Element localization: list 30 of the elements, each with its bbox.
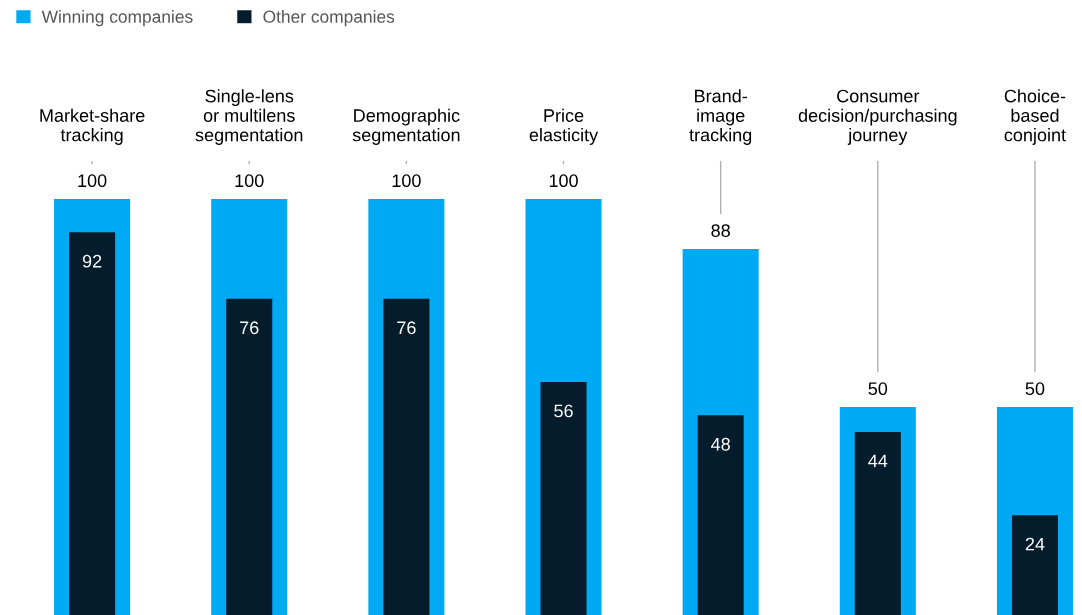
data-label: 88 [711, 224, 730, 238]
x-tick-label: Consumer decision/purchasing journey [798, 89, 957, 145]
data-label: 50 [868, 382, 888, 396]
bar [540, 382, 587, 615]
x-tick-label: Price elasticity [529, 108, 599, 145]
data-label: 100 [549, 174, 578, 188]
bar [69, 232, 116, 615]
data-label: 56 [554, 404, 573, 418]
data-label: 100 [392, 174, 421, 188]
data-label: 50 [1025, 382, 1045, 396]
data-label: 76 [397, 321, 416, 335]
x-tick-label: Market-share tracking [40, 108, 145, 145]
data-label: 100 [78, 174, 107, 188]
bar [854, 431, 901, 615]
data-label: 92 [82, 254, 102, 268]
x-tick-label: Brand- image tracking [689, 89, 752, 145]
x-tick-label: Demographic segmentation [352, 108, 460, 145]
bar [383, 298, 430, 615]
legend-label: Winning companies [41, 10, 193, 27]
data-label: 24 [1025, 537, 1045, 551]
bar [697, 415, 744, 615]
x-tick-label: Single-lens or multilens segmentation [195, 89, 303, 145]
data-label: 44 [868, 454, 888, 468]
x-tick-label: Choice- based conjoint [1004, 89, 1066, 145]
data-label: 100 [235, 174, 264, 188]
data-label: 76 [240, 321, 259, 335]
legend-label: Other companies [263, 10, 395, 27]
bar [226, 298, 273, 615]
data-label: 48 [711, 437, 730, 451]
bar [1011, 515, 1058, 615]
